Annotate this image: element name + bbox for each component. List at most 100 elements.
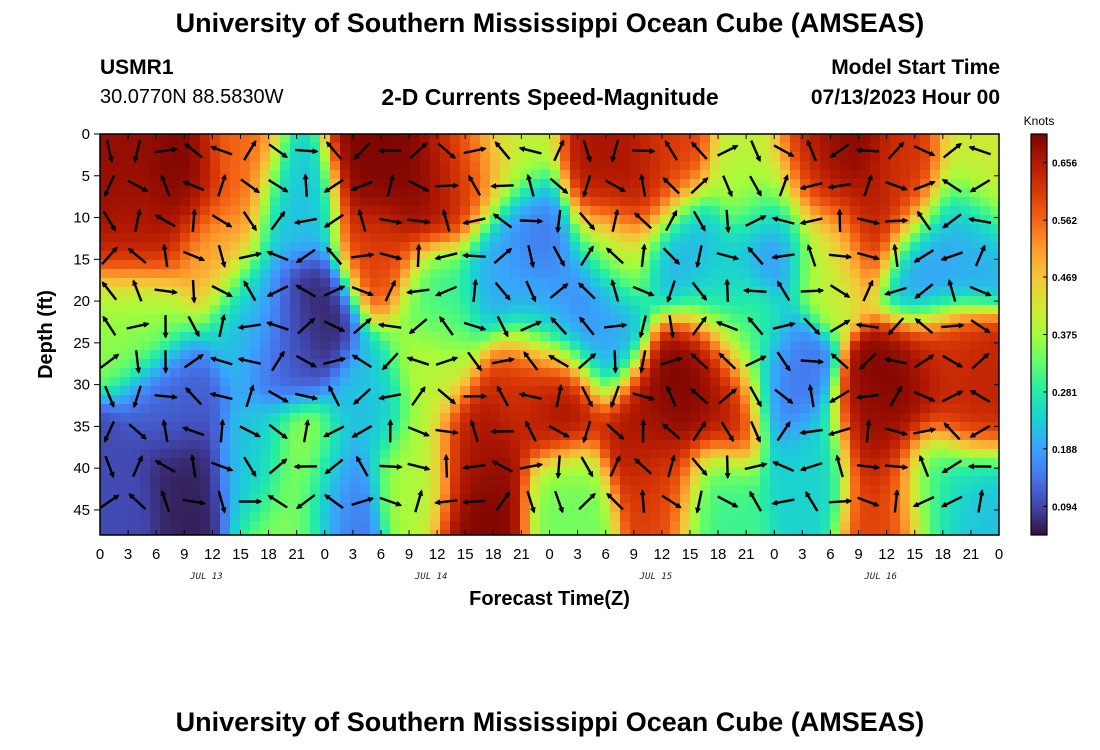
- heat-cell: [470, 503, 481, 513]
- heat-cell: [680, 503, 691, 513]
- heat-cell: [720, 278, 731, 288]
- heat-cell: [460, 143, 471, 153]
- heat-cell: [680, 413, 691, 423]
- heat-cell: [370, 476, 381, 486]
- heat-cell: [390, 467, 401, 477]
- heat-cell: [340, 242, 351, 252]
- heat-cell: [320, 422, 331, 432]
- heat-cell: [600, 503, 611, 513]
- heat-cell: [610, 413, 621, 423]
- heat-cell: [660, 530, 671, 536]
- heat-cell: [750, 476, 761, 486]
- heat-cell: [960, 278, 971, 288]
- heat-cell: [100, 143, 111, 153]
- heat-cell: [830, 422, 841, 432]
- heat-cell: [160, 341, 171, 351]
- heat-cell: [370, 152, 381, 162]
- heat-cell: [820, 494, 831, 504]
- heat-cell: [210, 341, 221, 351]
- heat-cell: [860, 440, 871, 450]
- heat-cell: [680, 161, 691, 171]
- heat-cell: [920, 413, 931, 423]
- current-arrow: [977, 489, 985, 513]
- heat-cell: [410, 467, 421, 477]
- heat-cell: [860, 143, 871, 153]
- heat-cell: [440, 494, 451, 504]
- heat-cell: [400, 440, 411, 450]
- heat-cell: [660, 521, 671, 531]
- heat-cell: [960, 332, 971, 342]
- heat-cell: [760, 485, 771, 495]
- current-arrow: [887, 317, 905, 336]
- heat-cell: [450, 359, 461, 369]
- heat-cell: [690, 224, 701, 234]
- x-tick-label: 15: [906, 546, 923, 563]
- heat-cell: [210, 530, 221, 536]
- heat-cell: [820, 377, 831, 387]
- heat-cell: [110, 431, 121, 441]
- heat-cell: [990, 377, 1000, 387]
- heat-cell: [600, 179, 611, 189]
- current-arrow: [243, 140, 257, 161]
- heat-cell: [880, 377, 891, 387]
- x-tick-label: 12: [654, 546, 671, 563]
- current-arrow: [518, 392, 542, 400]
- heat-cell: [330, 431, 341, 441]
- heat-cell: [760, 440, 771, 450]
- heat-cell: [820, 521, 831, 531]
- heat-cell: [200, 224, 211, 234]
- heat-cell: [340, 161, 351, 171]
- current-arrow: [495, 491, 511, 512]
- heat-cell: [440, 350, 451, 360]
- heat-cell: [450, 503, 461, 513]
- heat-cell: [130, 530, 141, 536]
- heat-cell: [920, 404, 931, 414]
- heat-cell: [750, 341, 761, 351]
- heat-cell: [810, 251, 821, 261]
- heat-cell: [420, 422, 431, 432]
- heat-cell: [900, 143, 911, 153]
- heat-cell: [420, 404, 431, 414]
- heat-cell: [120, 359, 131, 369]
- heat-cell: [960, 503, 971, 513]
- heat-cell: [850, 296, 861, 306]
- heat-cell: [730, 449, 741, 459]
- heat-cell: [680, 332, 691, 342]
- current-arrow: [940, 495, 963, 508]
- heat-cell: [770, 260, 781, 270]
- heat-cell: [350, 206, 361, 216]
- heat-cell: [460, 287, 471, 297]
- heat-cell: [100, 305, 111, 315]
- heat-cell: [190, 179, 201, 189]
- heat-cell: [970, 188, 981, 198]
- heat-cell: [350, 314, 361, 324]
- heat-cell: [720, 476, 731, 486]
- heat-cell: [440, 296, 451, 306]
- heat-cell: [420, 521, 431, 531]
- heat-cell: [560, 494, 571, 504]
- heat-cell: [500, 476, 511, 486]
- heat-cell: [780, 206, 791, 216]
- heat-cell: [620, 233, 631, 243]
- current-arrow: [295, 148, 319, 155]
- heat-cell: [320, 269, 331, 279]
- heat-cell: [220, 188, 231, 198]
- heat-cell: [390, 422, 401, 432]
- heat-cell: [420, 161, 431, 171]
- heat-cell: [920, 314, 931, 324]
- heat-cell: [150, 368, 161, 378]
- heat-cell: [360, 152, 371, 162]
- heat-cell: [500, 350, 511, 360]
- heat-cell: [170, 260, 181, 270]
- heat-cell: [820, 323, 831, 333]
- heat-cell: [800, 521, 811, 531]
- heat-cell: [650, 458, 661, 468]
- heat-cell: [910, 287, 921, 297]
- heat-cell: [100, 170, 111, 180]
- heat-cell: [290, 395, 301, 405]
- heat-cell: [540, 440, 551, 450]
- heat-cell: [630, 278, 641, 288]
- heat-cell: [100, 242, 111, 252]
- heat-cell: [310, 269, 321, 279]
- heat-cell: [790, 467, 801, 477]
